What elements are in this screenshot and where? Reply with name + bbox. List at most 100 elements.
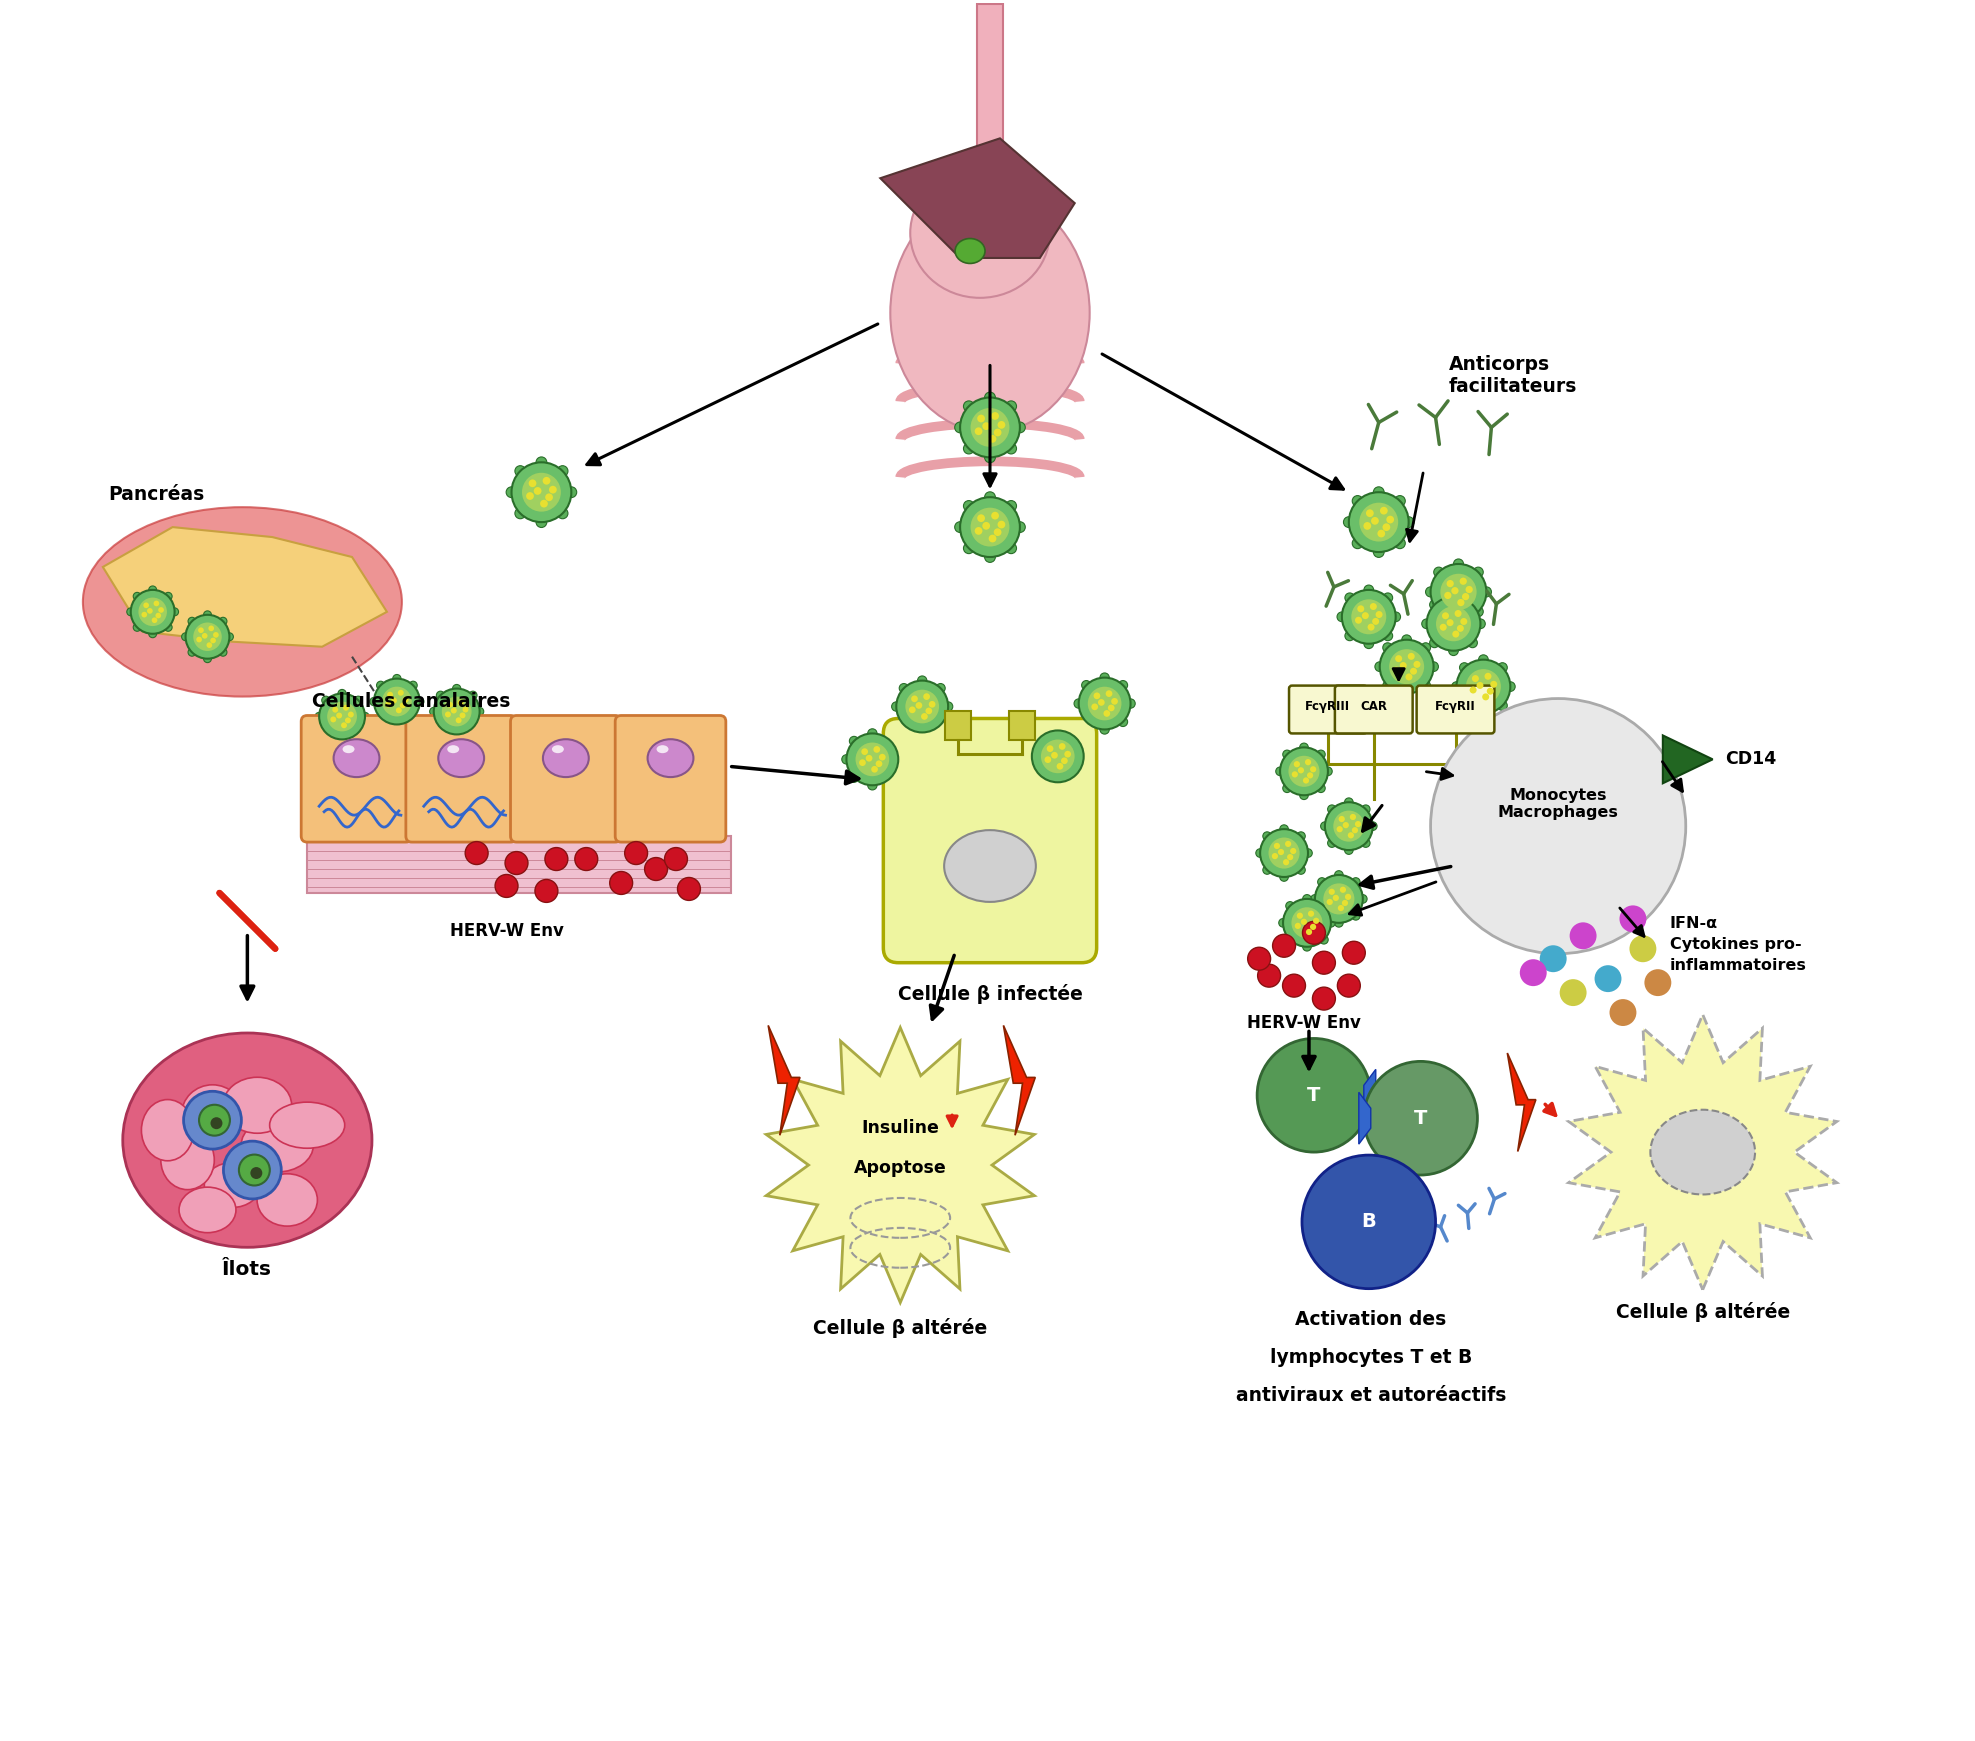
Circle shape <box>436 724 444 731</box>
Circle shape <box>1446 580 1454 587</box>
Circle shape <box>1070 770 1080 780</box>
Circle shape <box>1420 642 1430 653</box>
Circle shape <box>1570 923 1596 949</box>
Circle shape <box>1351 827 1359 834</box>
Text: Cellule β altérée: Cellule β altérée <box>1616 1302 1789 1321</box>
Circle shape <box>1460 618 1467 625</box>
Polygon shape <box>768 1025 800 1135</box>
Circle shape <box>1268 837 1300 869</box>
Circle shape <box>1369 822 1377 830</box>
Circle shape <box>1325 803 1373 850</box>
Circle shape <box>1353 496 1363 507</box>
Circle shape <box>144 602 148 608</box>
Circle shape <box>1349 493 1408 552</box>
Circle shape <box>1497 702 1507 710</box>
Circle shape <box>1329 888 1335 895</box>
Circle shape <box>1286 935 1294 944</box>
Circle shape <box>1315 876 1363 923</box>
Circle shape <box>1005 444 1017 454</box>
Text: FcγRIII: FcγRIII <box>1305 700 1351 714</box>
Circle shape <box>199 1106 229 1135</box>
Circle shape <box>841 754 851 764</box>
Circle shape <box>1339 886 1347 893</box>
Ellipse shape <box>1651 1109 1756 1194</box>
Circle shape <box>1309 766 1315 773</box>
Circle shape <box>1381 639 1434 693</box>
Circle shape <box>203 611 211 618</box>
Circle shape <box>1402 689 1412 698</box>
Circle shape <box>391 698 397 703</box>
Circle shape <box>1057 763 1063 770</box>
Circle shape <box>1284 783 1292 792</box>
Circle shape <box>1452 587 1460 594</box>
Circle shape <box>1408 653 1414 660</box>
Circle shape <box>1357 606 1365 613</box>
Circle shape <box>1428 662 1438 672</box>
Circle shape <box>1015 522 1025 533</box>
Circle shape <box>1078 677 1130 729</box>
Circle shape <box>462 707 468 712</box>
Circle shape <box>346 717 352 723</box>
Circle shape <box>1317 912 1327 921</box>
Text: antiviraux et autoréactifs: antiviraux et autoréactifs <box>1236 1386 1507 1405</box>
Circle shape <box>1290 848 1296 855</box>
Circle shape <box>1317 750 1325 759</box>
Circle shape <box>1363 522 1371 529</box>
Circle shape <box>1629 935 1657 963</box>
Circle shape <box>1327 898 1333 905</box>
Circle shape <box>1327 804 1337 813</box>
Circle shape <box>322 728 330 736</box>
Circle shape <box>1345 846 1353 855</box>
FancyBboxPatch shape <box>883 719 1096 963</box>
Circle shape <box>209 625 213 632</box>
Circle shape <box>158 608 164 613</box>
Circle shape <box>1286 841 1292 848</box>
Circle shape <box>936 721 946 729</box>
Circle shape <box>905 689 938 723</box>
Circle shape <box>1278 850 1284 855</box>
Circle shape <box>986 491 995 503</box>
Circle shape <box>1248 947 1270 970</box>
Circle shape <box>533 487 541 494</box>
Circle shape <box>1074 698 1084 709</box>
Circle shape <box>1426 587 1436 597</box>
Circle shape <box>456 717 462 723</box>
Circle shape <box>322 696 330 705</box>
Ellipse shape <box>656 745 668 754</box>
Circle shape <box>385 702 391 707</box>
Circle shape <box>1422 620 1432 629</box>
Circle shape <box>196 637 201 642</box>
Circle shape <box>381 686 413 717</box>
Circle shape <box>1373 487 1384 498</box>
Circle shape <box>918 728 926 736</box>
Polygon shape <box>1003 1025 1035 1135</box>
Circle shape <box>1475 620 1485 629</box>
Circle shape <box>1100 674 1110 682</box>
Circle shape <box>1485 672 1491 679</box>
Polygon shape <box>1568 1015 1837 1290</box>
Circle shape <box>320 693 365 740</box>
Text: Cellule β infectée: Cellule β infectée <box>897 984 1082 1003</box>
Circle shape <box>223 1140 280 1200</box>
Circle shape <box>361 712 369 721</box>
Circle shape <box>1452 630 1460 637</box>
Polygon shape <box>1365 1069 1377 1121</box>
Circle shape <box>1394 538 1406 548</box>
Circle shape <box>1256 850 1264 857</box>
Circle shape <box>444 712 450 717</box>
Circle shape <box>664 848 687 870</box>
Circle shape <box>855 742 889 776</box>
Circle shape <box>506 487 517 498</box>
Circle shape <box>1487 688 1493 695</box>
Text: CAR: CAR <box>1361 700 1386 714</box>
Circle shape <box>1434 606 1444 616</box>
Polygon shape <box>1359 1092 1371 1144</box>
Circle shape <box>1386 515 1394 524</box>
Circle shape <box>1126 698 1136 709</box>
Circle shape <box>1317 877 1327 886</box>
Circle shape <box>1365 585 1375 595</box>
Circle shape <box>865 756 873 761</box>
Circle shape <box>1005 543 1017 554</box>
Circle shape <box>1313 987 1335 1010</box>
Circle shape <box>1345 594 1355 602</box>
